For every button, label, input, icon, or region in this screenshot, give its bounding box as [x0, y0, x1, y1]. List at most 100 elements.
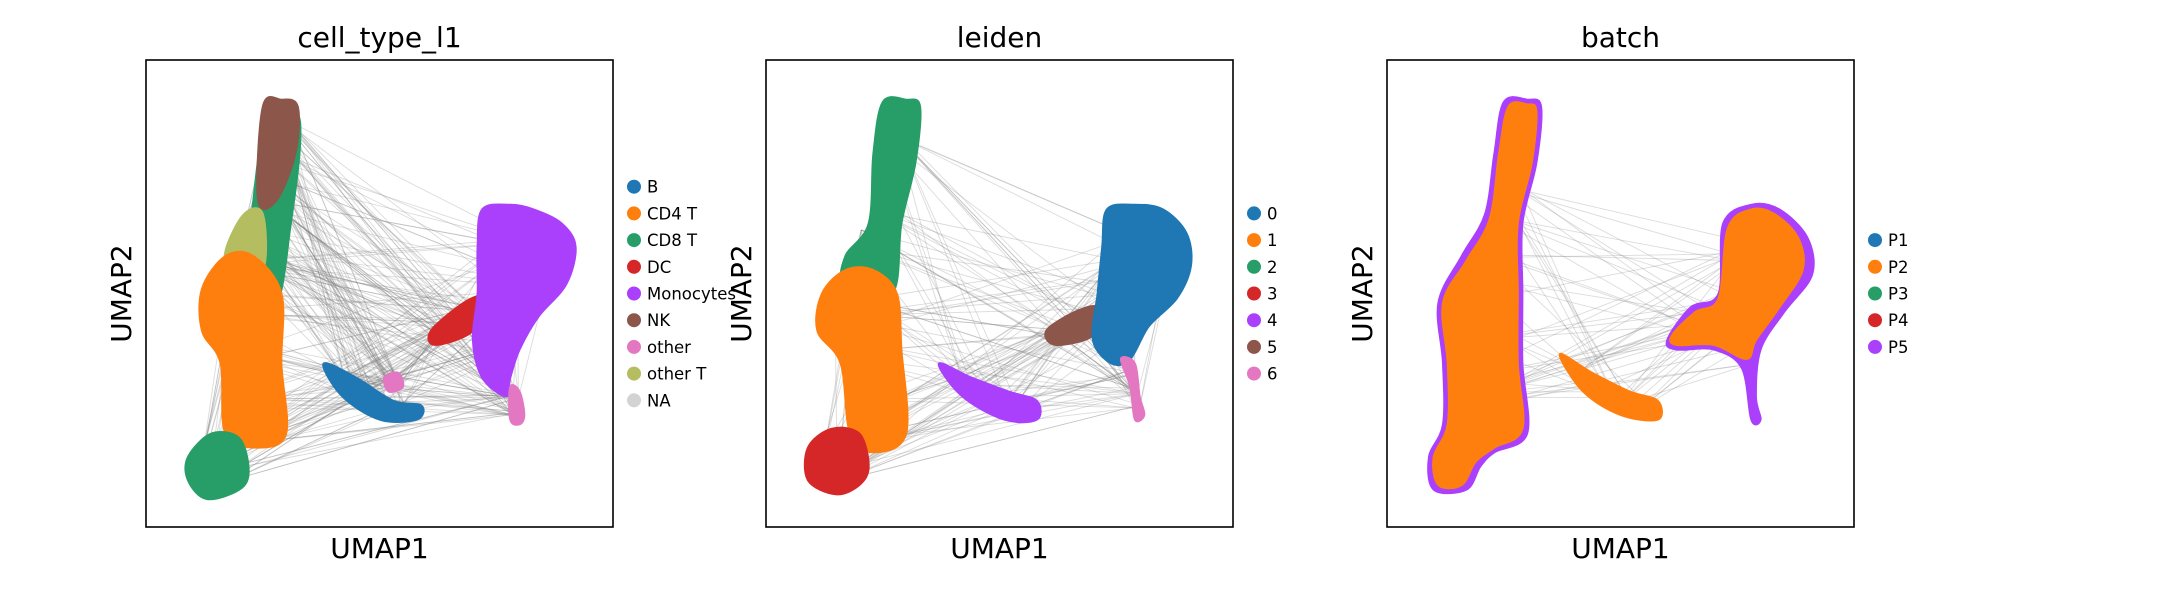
edge-line — [289, 121, 467, 328]
x-axis-label: UMAP1 — [330, 532, 429, 565]
legend-label: Monocytes — [647, 285, 736, 304]
edge-line — [270, 148, 496, 243]
legend-marker — [1247, 259, 1261, 274]
edge-line — [390, 387, 519, 399]
legend-label: P5 — [1888, 338, 1908, 357]
legend-marker — [627, 206, 641, 221]
edge-line — [287, 145, 365, 386]
edge-line — [1489, 254, 1732, 261]
plot-frame — [1386, 59, 1855, 528]
edge-line — [875, 209, 1089, 316]
legend-label: NK — [647, 311, 671, 330]
edge-line — [284, 212, 514, 396]
plot-frame — [765, 59, 1234, 528]
edge-line — [279, 117, 462, 311]
legend-label: CD8 T — [647, 231, 698, 250]
edge-line — [289, 121, 357, 397]
panel-title: cell_type_l1 — [297, 21, 461, 54]
x-axis-label: UMAP1 — [1571, 532, 1670, 565]
edge-line — [897, 135, 1133, 389]
edge-line — [875, 209, 1075, 319]
edge-line — [897, 135, 1075, 319]
legend-marker — [627, 233, 641, 248]
edge-line — [897, 135, 1004, 394]
edge-line — [265, 177, 514, 416]
edge-line — [897, 135, 1021, 411]
edge-line — [344, 326, 442, 378]
edge-line — [276, 260, 442, 328]
edge-line — [269, 376, 397, 400]
edge-line — [850, 409, 1020, 477]
edge-line — [276, 260, 400, 386]
edge-line — [1019, 370, 1127, 400]
edge-line — [1601, 346, 1743, 382]
edge-line — [875, 209, 1127, 372]
legend-marker — [627, 179, 641, 194]
edge-line — [236, 394, 514, 470]
legend-label: 3 — [1267, 285, 1278, 304]
edge-line — [1640, 346, 1743, 409]
y-axis-label: UMAP2 — [725, 244, 758, 343]
legend-marker — [1247, 313, 1261, 328]
edge-line — [230, 410, 379, 482]
cluster-other — [508, 383, 526, 426]
edge-line — [290, 165, 388, 400]
edge-line — [249, 291, 514, 396]
legend-marker — [1247, 366, 1261, 381]
edge-line — [277, 177, 442, 328]
edge-line — [290, 165, 389, 380]
edge-line — [1483, 363, 1751, 404]
edge-line — [277, 177, 404, 403]
panel-title: leiden — [957, 21, 1043, 54]
edge-line — [980, 384, 1132, 389]
edge-line — [266, 314, 442, 328]
legend-marker — [627, 259, 641, 274]
edge-line — [255, 260, 519, 418]
edge-line — [396, 376, 522, 413]
edge-line — [897, 135, 1133, 389]
edge-line — [1519, 187, 1619, 406]
plot-frame — [145, 59, 614, 528]
legend-label: 1 — [1267, 231, 1278, 250]
legend-label: P1 — [1888, 231, 1908, 250]
edge-line — [850, 409, 1001, 477]
edge-line — [262, 198, 514, 396]
cluster-cd4-t — [198, 250, 289, 449]
edge-line — [856, 393, 1138, 466]
edge-line — [284, 212, 397, 377]
legend: P1 P2 P3 P4 P5 — [1868, 231, 1908, 357]
edge-line — [882, 315, 1004, 394]
edge-line — [869, 301, 1063, 338]
legend-marker — [627, 339, 641, 354]
edge-line — [276, 260, 514, 396]
edge-line — [277, 177, 514, 396]
edge-line — [199, 394, 514, 476]
edge-line — [269, 394, 513, 400]
edge-line — [266, 177, 467, 328]
cluster-4 — [937, 362, 1042, 424]
legend-marker — [627, 313, 641, 328]
cluster-p2 — [1432, 101, 1538, 490]
edge-line — [443, 335, 514, 415]
edge-line — [980, 337, 1063, 386]
edge-line — [396, 376, 519, 399]
edge-line — [255, 259, 473, 308]
edge-line — [443, 335, 514, 415]
legend-label: other — [647, 338, 691, 357]
edge-line — [1517, 220, 1732, 261]
edge-line — [259, 249, 519, 418]
edge-line — [836, 337, 1063, 482]
edge-line — [268, 121, 467, 328]
edge-line — [230, 397, 519, 482]
edge-line — [1019, 373, 1135, 400]
legend-marker — [1868, 313, 1882, 328]
edge-line — [836, 331, 1086, 482]
edge-line — [344, 376, 519, 418]
edge-line — [894, 209, 1138, 395]
edge-line — [344, 264, 493, 378]
legend-marker — [1247, 206, 1261, 221]
umap-panel-2: leiden UMAP1 UMAP2 0 1 2 3 4 5 6 — [725, 21, 1278, 565]
edge-line — [268, 121, 491, 321]
legend-marker — [1868, 286, 1882, 301]
edge-line — [894, 209, 1089, 316]
